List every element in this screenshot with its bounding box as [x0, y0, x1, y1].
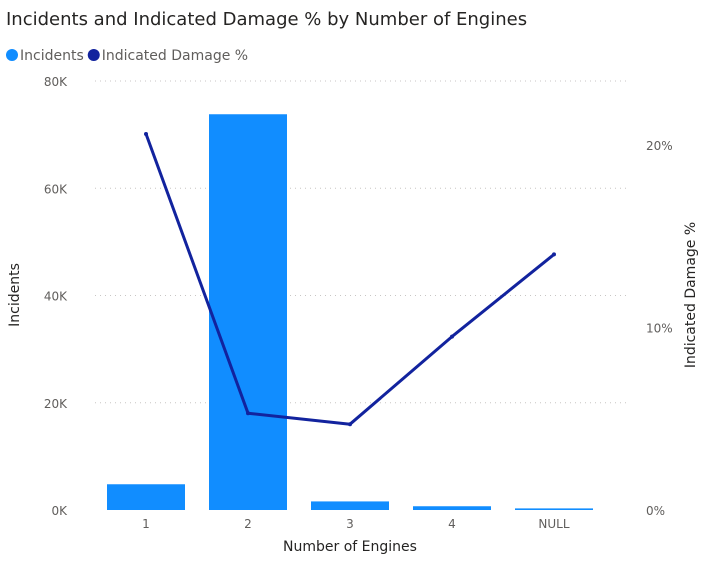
y2-tick-label: 20% [646, 139, 673, 153]
y-axis-title: Incidents [7, 263, 23, 327]
bar-2[interactable] [209, 114, 287, 510]
x-tick-label: 4 [448, 517, 456, 531]
x-axis-title: Number of Engines [283, 539, 417, 555]
chart-title: Incidents and Indicated Damage % by Numb… [6, 9, 527, 30]
y2-tick-label: 0% [646, 504, 665, 518]
damage-point-null[interactable] [552, 252, 556, 257]
x-tick-label: 3 [346, 517, 354, 531]
legend: Incidents Indicated Damage % [6, 48, 248, 64]
y-tick-label: 20K [44, 397, 68, 411]
x-tick-label: 1 [142, 517, 150, 531]
bar-1[interactable] [107, 484, 185, 510]
bar-3[interactable] [311, 501, 389, 510]
legend-label-damage[interactable]: Indicated Damage % [102, 48, 248, 64]
y-tick-label: 0K [51, 504, 68, 518]
damage-series-line[interactable] [144, 132, 556, 426]
gridlines [95, 80, 630, 404]
legend-marker-damage [87, 49, 100, 61]
legend-label-incidents[interactable]: Incidents [20, 48, 84, 64]
y-tick-label: 60K [44, 182, 68, 196]
bar-null[interactable] [515, 508, 593, 510]
legend-marker-incidents [6, 49, 18, 61]
y2-tick-label: 10% [646, 321, 673, 335]
damage-point-4[interactable] [450, 334, 454, 339]
damage-point-2[interactable] [246, 411, 250, 416]
bars [107, 114, 593, 510]
y2-axis-title: Indicated Damage % [683, 222, 699, 368]
y-axis-left: 0K 20K 40K 60K 80K [44, 75, 68, 518]
damage-point-1[interactable] [144, 131, 148, 136]
y-tick-label: 40K [44, 290, 68, 304]
x-axis: 1 2 3 4 NULL [142, 517, 570, 531]
x-tick-label: 2 [244, 517, 252, 531]
bar-4[interactable] [413, 506, 491, 510]
x-tick-label: NULL [538, 517, 569, 531]
y-tick-label: 80K [44, 75, 68, 89]
damage-point-3[interactable] [348, 422, 352, 427]
damage-line [144, 131, 556, 427]
y-axis-right: 0% 10% 20% [646, 139, 673, 518]
